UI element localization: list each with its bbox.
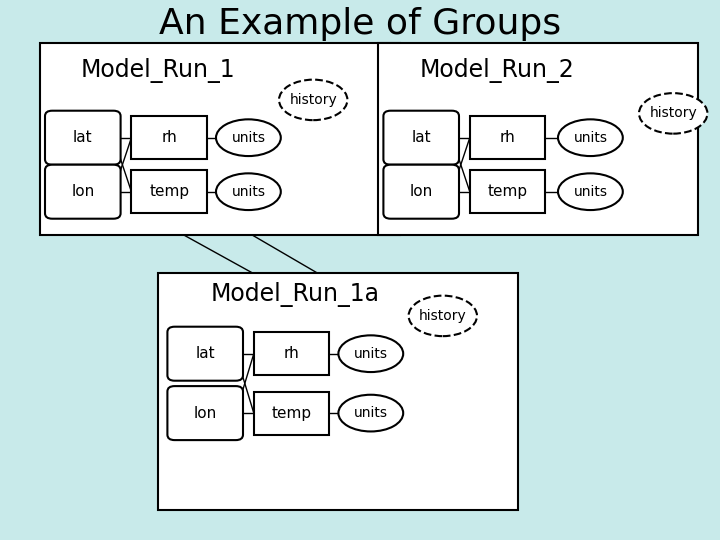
Bar <box>158 273 518 510</box>
Ellipse shape <box>279 80 347 120</box>
Text: history: history <box>419 309 467 323</box>
Text: lon: lon <box>71 184 94 199</box>
FancyBboxPatch shape <box>45 111 121 165</box>
Text: lat: lat <box>195 346 215 361</box>
Ellipse shape <box>558 119 623 156</box>
Bar <box>254 332 329 375</box>
Text: rh: rh <box>500 130 516 145</box>
Text: Model_Run_2: Model_Run_2 <box>420 58 574 83</box>
Text: history: history <box>289 93 337 107</box>
Ellipse shape <box>216 173 281 210</box>
FancyBboxPatch shape <box>167 386 243 440</box>
Bar <box>469 116 546 159</box>
FancyBboxPatch shape <box>45 165 121 219</box>
Ellipse shape <box>639 93 708 133</box>
Text: temp: temp <box>487 184 528 199</box>
Text: lat: lat <box>411 130 431 145</box>
Bar <box>132 170 207 213</box>
Text: Model_Run_1a: Model_Run_1a <box>211 282 379 307</box>
Ellipse shape <box>338 335 403 372</box>
Text: temp: temp <box>271 406 312 421</box>
FancyBboxPatch shape <box>383 111 459 165</box>
Text: lon: lon <box>194 406 217 421</box>
Text: history: history <box>649 106 697 120</box>
Text: rh: rh <box>284 346 300 361</box>
Ellipse shape <box>216 119 281 156</box>
Bar <box>132 116 207 159</box>
Ellipse shape <box>409 296 477 336</box>
Text: units: units <box>231 185 266 199</box>
Text: units: units <box>354 406 388 420</box>
FancyBboxPatch shape <box>383 165 459 219</box>
Text: An Example of Groups: An Example of Groups <box>159 8 561 41</box>
Text: lat: lat <box>73 130 93 145</box>
Text: lon: lon <box>410 184 433 199</box>
Text: temp: temp <box>149 184 189 199</box>
Ellipse shape <box>558 173 623 210</box>
Bar <box>254 392 329 435</box>
Bar <box>469 170 546 213</box>
Text: units: units <box>231 131 266 145</box>
Bar <box>378 43 698 235</box>
Text: units: units <box>573 131 608 145</box>
Ellipse shape <box>338 395 403 431</box>
Bar <box>40 43 400 235</box>
Text: rh: rh <box>161 130 177 145</box>
Text: units: units <box>354 347 388 361</box>
Text: units: units <box>573 185 608 199</box>
FancyBboxPatch shape <box>167 327 243 381</box>
Text: Model_Run_1: Model_Run_1 <box>81 58 235 83</box>
